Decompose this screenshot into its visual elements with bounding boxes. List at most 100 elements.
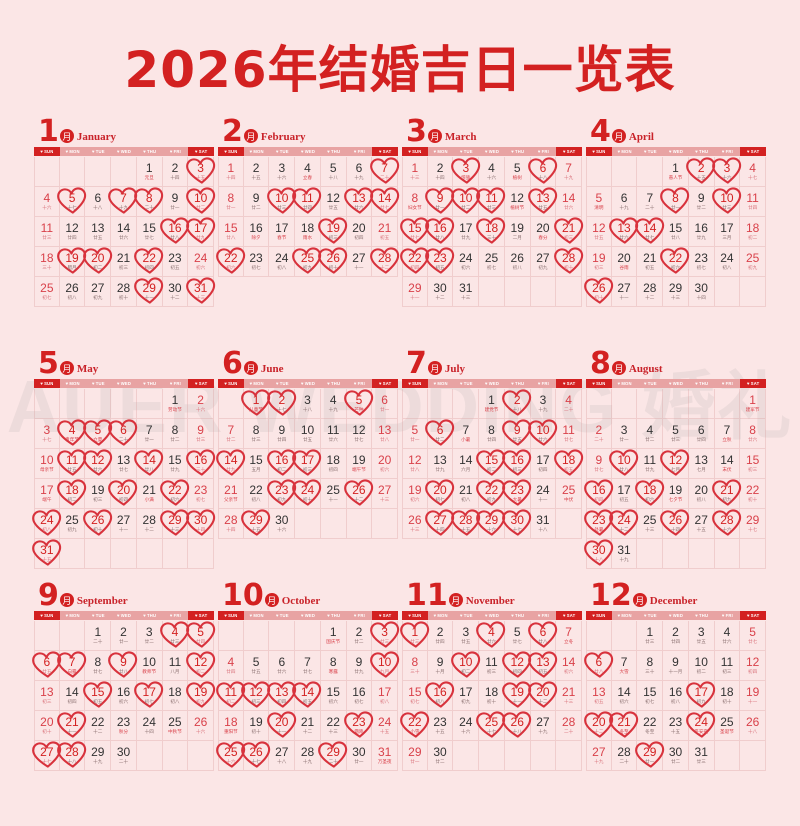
day-cell[interactable]: 5 廿三 xyxy=(663,419,689,449)
day-cell-lucky[interactable]: 17 初七 xyxy=(134,681,164,711)
day-cell[interactable]: 21 初五 xyxy=(372,217,398,247)
day-cell[interactable]: 17 初九 xyxy=(453,681,480,711)
day-cell-lucky[interactable]: 27 十七 xyxy=(31,741,62,771)
day-cell[interactable]: 15 廿九 xyxy=(162,449,189,479)
day-cell-lucky[interactable]: 23 处暑 xyxy=(583,509,614,539)
day-cell-lucky[interactable]: 24 初十 xyxy=(292,479,322,509)
day-cell-lucky[interactable]: 10 廿三 xyxy=(712,187,742,217)
day-cell-lucky[interactable]: 3 廿三 xyxy=(369,621,399,651)
day-cell[interactable]: 13 初五 xyxy=(586,681,612,711)
day-cell-lucky[interactable]: 10 廿二 xyxy=(450,187,480,217)
day-cell[interactable]: 19 初六 xyxy=(402,479,428,509)
day-cell[interactable]: 22 初八 xyxy=(243,479,270,509)
day-cell[interactable]: 9 廿二 xyxy=(243,187,270,217)
day-cell[interactable]: 25 初七 xyxy=(479,247,505,277)
day-cell[interactable]: 14 初六 xyxy=(556,651,582,681)
day-cell[interactable]: 20 初四 xyxy=(346,217,373,247)
day-cell[interactable]: 8 妇女节 xyxy=(402,187,428,217)
day-cell[interactable]: 28 十四 xyxy=(218,509,244,539)
day-cell-lucky[interactable]: 20 十二 xyxy=(583,711,614,741)
day-cell-lucky[interactable]: 14 廿七 xyxy=(369,187,399,217)
day-cell-lucky[interactable]: 30 十八 xyxy=(583,539,614,569)
day-cell[interactable]: 27 十九 xyxy=(586,741,612,771)
day-cell[interactable]: 22 十二 xyxy=(85,711,112,741)
day-cell[interactable]: 7 廿七 xyxy=(295,651,321,681)
day-cell[interactable]: 17 初四 xyxy=(530,449,557,479)
day-cell[interactable]: 3 廿五 xyxy=(453,621,480,651)
day-cell[interactable]: 29 十九 xyxy=(85,741,112,771)
day-cell-lucky[interactable]: 10 廿八 xyxy=(609,449,639,479)
day-cell[interactable]: 23 十五 xyxy=(427,711,454,741)
day-cell[interactable]: 24 十五 xyxy=(372,711,398,741)
day-cell[interactable]: 14 初六 xyxy=(611,681,638,711)
day-cell-lucky[interactable]: 31 十五 xyxy=(31,539,62,569)
day-cell-lucky[interactable]: 29 十一 xyxy=(134,277,164,307)
day-cell[interactable]: 30 十六 xyxy=(269,509,296,539)
day-cell-lucky[interactable]: 29 十五 xyxy=(241,509,271,539)
day-cell[interactable]: 19 初十 xyxy=(243,711,270,741)
day-cell-lucky[interactable]: 26 十二 xyxy=(344,479,374,509)
day-cell-lucky[interactable]: 14 廿九 xyxy=(215,449,246,479)
day-cell[interactable]: 19 二月 xyxy=(504,217,531,247)
day-cell-lucky[interactable]: 26 初十 xyxy=(583,277,614,307)
day-cell[interactable]: 3 十八 xyxy=(295,389,321,419)
day-cell[interactable]: 10 教师节 xyxy=(136,651,163,681)
day-cell-lucky[interactable]: 2 十八 xyxy=(502,389,532,419)
day-cell[interactable]: 27 初九 xyxy=(85,277,112,307)
day-cell[interactable]: 16 除夕 xyxy=(243,217,270,247)
day-cell[interactable]: 4 廿二 xyxy=(637,419,664,449)
day-cell[interactable]: 23 初五 xyxy=(162,247,189,277)
day-cell-lucky[interactable]: 18 三十 xyxy=(476,217,506,247)
day-cell[interactable]: 14 末伏 xyxy=(714,449,741,479)
day-cell[interactable]: 31 十三 xyxy=(453,277,480,307)
day-cell[interactable]: 23 初七 xyxy=(243,247,270,277)
day-cell[interactable]: 14 初四 xyxy=(59,681,86,711)
day-cell-lucky[interactable]: 8 二十 xyxy=(134,187,164,217)
day-cell-lucky[interactable]: 16 初二 xyxy=(266,449,296,479)
day-cell[interactable]: 12 廿五 xyxy=(320,187,347,217)
day-cell[interactable]: 28 二十 xyxy=(556,711,582,741)
day-cell[interactable]: 11 八月 xyxy=(162,651,189,681)
day-cell-lucky[interactable]: 27 十四 xyxy=(425,509,455,539)
day-cell[interactable]: 30 廿二 xyxy=(427,741,454,771)
day-cell[interactable]: 13 初三 xyxy=(34,681,60,711)
day-cell-lucky[interactable]: 23 大暑 xyxy=(502,479,532,509)
day-cell-lucky[interactable]: 28 十八 xyxy=(57,741,87,771)
day-cell[interactable]: 8 寒露 xyxy=(320,651,347,681)
day-cell[interactable]: 29 十一 xyxy=(402,277,428,307)
day-cell[interactable]: 26 初八 xyxy=(504,247,531,277)
day-cell-lucky[interactable]: 14 廿八 xyxy=(134,449,164,479)
day-cell-lucky[interactable]: 29 廿一 xyxy=(634,741,664,771)
day-cell[interactable]: 20 初八 xyxy=(688,479,715,509)
day-cell-lucky[interactable]: 7 二十 xyxy=(369,157,399,187)
day-cell[interactable]: 1 愚人节 xyxy=(663,157,689,187)
day-cell[interactable]: 29 十三 xyxy=(663,277,689,307)
day-cell-lucky[interactable]: 22 初九 xyxy=(476,479,506,509)
day-cell[interactable]: 19 初三 xyxy=(85,479,112,509)
day-cell[interactable]: 5 清明 xyxy=(586,187,612,217)
day-cell[interactable]: 2 廿四 xyxy=(427,621,454,651)
day-cell[interactable]: 11 初三 xyxy=(479,651,505,681)
day-cell[interactable]: 7 廿二 xyxy=(218,419,244,449)
day-cell-lucky[interactable]: 22 初四 xyxy=(134,247,164,277)
day-cell[interactable]: 9 廿一 xyxy=(162,187,189,217)
day-cell[interactable]: 5 廿七 xyxy=(504,621,531,651)
day-cell[interactable]: 29 廿一 xyxy=(402,741,428,771)
day-cell-lucky[interactable]: 16 三十 xyxy=(185,449,215,479)
day-cell-lucky[interactable]: 5 芒种 xyxy=(344,389,374,419)
day-cell-lucky[interactable]: 11 廿五 xyxy=(57,449,87,479)
day-cell[interactable]: 11 廿四 xyxy=(740,187,766,217)
day-cell[interactable]: 15 廿八 xyxy=(218,217,244,247)
day-cell[interactable]: 3 廿五 xyxy=(688,621,715,651)
day-cell-lucky[interactable]: 31 十三 xyxy=(185,277,215,307)
day-cell[interactable]: 2 二十 xyxy=(586,419,612,449)
day-cell-lucky[interactable]: 13 初四 xyxy=(266,681,296,711)
day-cell[interactable]: 2 十四 xyxy=(162,157,189,187)
day-cell[interactable]: 1 十三 xyxy=(402,157,428,187)
day-cell-lucky[interactable]: 15 初二 xyxy=(476,449,506,479)
day-cell-lucky[interactable]: 18 初二 xyxy=(57,479,87,509)
day-cell-lucky[interactable]: 10 廿六 xyxy=(528,419,558,449)
day-cell-lucky[interactable]: 16 廿八 xyxy=(425,217,455,247)
day-cell[interactable]: 10 母亲节 xyxy=(34,449,60,479)
day-cell-lucky[interactable]: 22 初六 xyxy=(160,479,190,509)
